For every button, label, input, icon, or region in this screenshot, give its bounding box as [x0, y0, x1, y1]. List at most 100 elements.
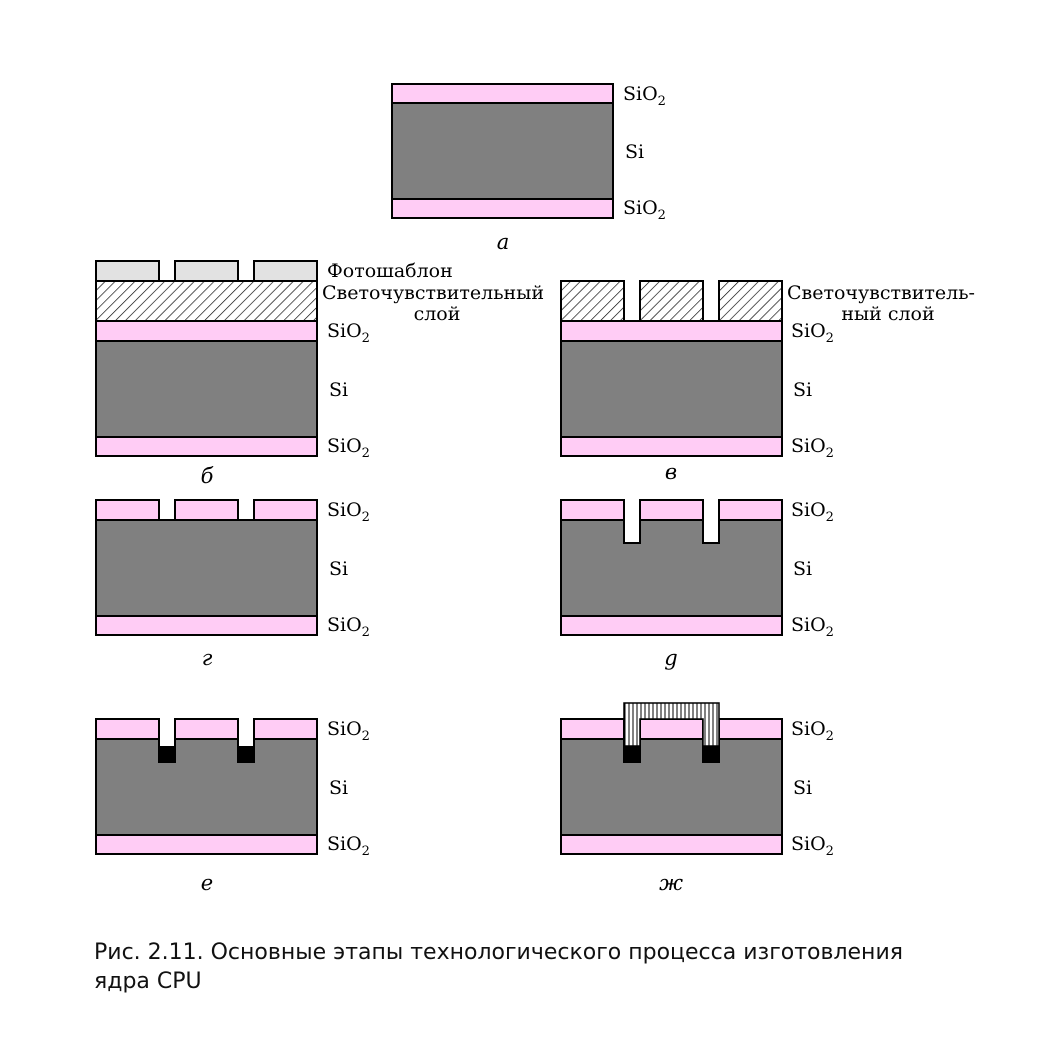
oxide-subscript: 2 [362, 729, 370, 744]
silicon-substrate [95, 519, 318, 617]
oxide-label: SiO [327, 499, 362, 521]
photomask-label: Фотошаблон [327, 260, 453, 282]
photoresist-segment [639, 280, 704, 322]
caption-line: ядра CPU [94, 969, 202, 994]
panel-label-d: г [202, 646, 213, 670]
svg-text:SiO2: SiO2 [327, 435, 370, 461]
oxide-segment [560, 718, 625, 740]
photoresist-label: Светочувствительный [322, 282, 544, 304]
oxide-top [391, 83, 614, 104]
oxide-segment [253, 718, 318, 740]
oxide-label: SiO [791, 718, 826, 740]
panel-c: Светочувствитель- ный слой SiO2 Si SiO2 … [560, 280, 975, 484]
svg-text:SiO2: SiO2 [327, 833, 370, 859]
oxide-segment [639, 718, 704, 740]
oxide-subscript: 2 [826, 331, 834, 346]
oxide-label: SiO [791, 499, 826, 521]
doped-region [238, 746, 254, 762]
svg-text:SiO2: SiO2 [327, 320, 370, 346]
oxide-label: SiO [327, 614, 362, 636]
oxide-label: SiO [327, 435, 362, 457]
oxide-subscript: 2 [826, 844, 834, 859]
panel-label-g: ж [659, 871, 683, 895]
silicon-substrate [95, 340, 318, 438]
oxide-top [560, 320, 783, 342]
etched-substrate [95, 738, 318, 836]
panel-label-e: g [664, 646, 677, 670]
oxide-segment [174, 718, 239, 740]
oxide-segment [95, 718, 160, 740]
silicon-label: Si [793, 379, 812, 401]
oxide-segment [718, 718, 783, 740]
photoresist-layer [95, 280, 318, 322]
oxide-label: SiO [791, 833, 826, 855]
oxide-label: SiO [623, 83, 658, 105]
oxide-subscript: 2 [362, 446, 370, 461]
svg-text:SiO2: SiO2 [327, 718, 370, 744]
silicon-label: Si [793, 777, 812, 799]
figure-caption: Рис. 2.11. Основные этапы технологическо… [94, 938, 994, 996]
oxide-segment [560, 499, 625, 521]
panel-label-b: б [201, 464, 214, 488]
oxide-subscript: 2 [362, 844, 370, 859]
panel-label-c: в [665, 460, 677, 484]
oxide-label: SiO [327, 320, 362, 342]
silicon-label: Si [793, 558, 812, 580]
silicon-label: Si [625, 141, 644, 163]
oxide-label: SiO [791, 320, 826, 342]
silicon-label: Si [329, 379, 348, 401]
photoresist-segment [718, 280, 783, 322]
oxide-segment [174, 499, 239, 521]
silicon-substrate [391, 102, 614, 200]
panel-g: SiO2 Si SiO2 ж [560, 702, 834, 895]
etched-substrate [560, 738, 783, 836]
silicon-label: Si [329, 558, 348, 580]
oxide-bottom [560, 834, 783, 855]
etched-substrate [560, 519, 783, 617]
photoresist-label: слой [414, 303, 461, 325]
svg-text:SiO2: SiO2 [327, 499, 370, 525]
photoresist-label: ный слой [841, 303, 934, 325]
oxide-subscript: 2 [826, 625, 834, 640]
svg-text:SiO2: SiO2 [791, 833, 834, 859]
oxide-bottom [95, 615, 318, 636]
oxide-top [95, 320, 318, 342]
photomask-segment [95, 260, 160, 282]
photoresist-label: Светочувствитель- [787, 282, 975, 304]
oxide-bottom [95, 834, 318, 855]
oxide-label: SiO [791, 614, 826, 636]
oxide-subscript: 2 [826, 446, 834, 461]
metal-interconnect [623, 702, 720, 747]
oxide-label: SiO [623, 197, 658, 219]
panel-a: SiO2 Si SiO2 а [391, 83, 666, 254]
svg-text:SiO2: SiO2 [623, 197, 666, 223]
oxide-subscript: 2 [826, 510, 834, 525]
oxide-subscript: 2 [658, 208, 666, 223]
panel-label-a: а [497, 230, 510, 254]
oxide-subscript: 2 [658, 94, 666, 109]
photomask-segment [174, 260, 239, 282]
silicon-substrate [560, 340, 783, 438]
panel-b: Фотошаблон Светочувствительный слой SiO2… [95, 260, 544, 488]
doped-region [703, 746, 719, 762]
svg-text:SiO2: SiO2 [623, 83, 666, 109]
panel-e: SiO2 Si SiO2 g [560, 499, 834, 670]
svg-text:SiO2: SiO2 [791, 435, 834, 461]
oxide-subscript: 2 [826, 729, 834, 744]
svg-text:SiO2: SiO2 [327, 614, 370, 640]
panel-f: SiO2 Si SiO2 е [95, 718, 370, 895]
panel-d: SiO2 Si SiO2 г [95, 499, 370, 670]
oxide-bottom [560, 615, 783, 636]
oxide-segment [639, 499, 704, 521]
oxide-bottom [95, 436, 318, 457]
caption-line: Рис. 2.11. Основные этапы технологическо… [94, 940, 903, 965]
svg-text:SiO2: SiO2 [791, 320, 834, 346]
oxide-segment [253, 499, 318, 521]
silicon-label: Si [329, 777, 348, 799]
oxide-label: SiO [791, 435, 826, 457]
oxide-subscript: 2 [362, 510, 370, 525]
oxide-bottom [391, 198, 614, 219]
oxide-label: SiO [327, 718, 362, 740]
panel-label-f: е [201, 871, 213, 895]
